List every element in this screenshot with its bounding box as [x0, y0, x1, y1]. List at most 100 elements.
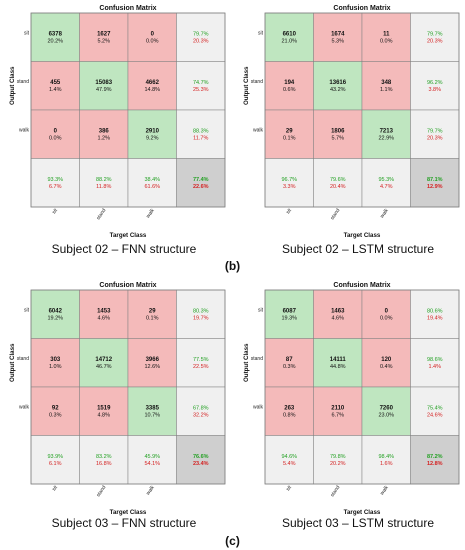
summary-error: 25.3%	[193, 87, 209, 93]
matrix-cell	[30, 12, 80, 62]
matrix-cell	[361, 386, 411, 436]
cell-percent: 9.2%	[146, 135, 159, 141]
matrix-cell	[79, 338, 129, 388]
cell-percent: 1.0%	[49, 364, 62, 370]
cell-count: 1806	[331, 128, 345, 134]
summary-error: 20.3%	[193, 38, 209, 44]
matrix-border	[264, 12, 460, 208]
summary-accuracy: 76.6%	[193, 454, 209, 460]
y-tick-label: stand	[251, 356, 263, 362]
summary-error: 20.2%	[330, 461, 346, 467]
cell-count: 303	[50, 357, 61, 363]
summary-cell	[264, 435, 314, 485]
x-tick-label: walk	[379, 484, 390, 496]
cell-count: 11	[383, 31, 390, 37]
cell-percent: 0.0%	[49, 135, 62, 141]
cell-percent: 0.1%	[283, 135, 296, 141]
x-tick-label: walk	[145, 484, 156, 496]
matrix-cell	[127, 386, 177, 436]
summary-cell	[410, 12, 460, 62]
summary-error: 6.7%	[49, 184, 62, 190]
cell-count: 1453	[97, 308, 111, 314]
x-tick-label: stand	[329, 485, 341, 499]
summary-cell	[361, 435, 411, 485]
cell-count: 2110	[331, 405, 345, 411]
summary-accuracy: 94.6%	[281, 454, 297, 460]
matrix-cell	[79, 289, 129, 339]
cell-count: 4662	[146, 80, 160, 86]
x-axis-label: Target Class	[110, 509, 147, 516]
cell-count: 29	[149, 308, 156, 314]
matrix-cell	[79, 386, 129, 436]
cell-count: 7260	[380, 405, 394, 411]
summary-cell	[410, 61, 460, 111]
x-tick-label: stand	[95, 208, 107, 222]
y-axis-label: Output Class	[9, 66, 16, 105]
matrix-cell	[30, 338, 80, 388]
x-tick-label: sit	[285, 207, 293, 215]
summary-accuracy: 80.6%	[427, 308, 443, 314]
x-axis-label: Target Class	[110, 232, 147, 239]
x-tick-label: sit	[285, 484, 293, 492]
summary-error: 5.4%	[283, 461, 296, 467]
x-tick-label: stand	[95, 485, 107, 499]
summary-cell	[313, 435, 363, 485]
summary-cell	[176, 386, 226, 436]
summary-error: 4.7%	[380, 184, 393, 190]
summary-accuracy: 80.3%	[193, 308, 209, 314]
matrix-cell	[313, 61, 363, 111]
summary-accuracy: 93.3%	[47, 177, 63, 183]
cell-percent: 0.6%	[283, 87, 296, 93]
panel-caption: Subject 02 – LSTM structure	[282, 242, 434, 256]
figure-label-c: (c)	[225, 534, 240, 548]
matrix-cell	[361, 338, 411, 388]
matrix-cell	[313, 12, 363, 62]
matrix-cell	[264, 61, 314, 111]
summary-cell	[410, 338, 460, 388]
summary-accuracy: 96.7%	[281, 177, 297, 183]
matrix-cell	[264, 289, 314, 339]
cell-percent: 4.6%	[331, 315, 344, 321]
y-tick-label: walk	[19, 127, 30, 133]
summary-error: 20.3%	[427, 38, 443, 44]
cell-percent: 47.9%	[96, 87, 112, 93]
cell-count: 1463	[331, 308, 345, 314]
matrix-cell	[127, 338, 177, 388]
summary-error: 3.8%	[428, 87, 441, 93]
summary-accuracy: 88.2%	[96, 177, 112, 183]
total-cell	[176, 158, 226, 208]
summary-cell	[127, 435, 177, 485]
matrix-cell	[127, 61, 177, 111]
summary-accuracy: 98.6%	[427, 357, 443, 363]
panel-title: Confusion Matrix	[333, 282, 390, 289]
cell-percent: 21.0%	[281, 38, 297, 44]
x-tick-label: walk	[145, 207, 156, 219]
summary-accuracy: 74.7%	[193, 80, 209, 86]
cell-count: 1519	[97, 405, 111, 411]
cell-percent: 0.3%	[49, 412, 62, 418]
matrix-cell	[79, 109, 129, 159]
cell-percent: 1.4%	[49, 87, 62, 93]
summary-cell	[176, 109, 226, 159]
cell-count: 0	[151, 31, 155, 37]
summary-error: 24.6%	[427, 412, 443, 418]
matrix-border	[30, 289, 226, 485]
cell-percent: 44.8%	[330, 364, 346, 370]
cell-percent: 46.7%	[96, 364, 112, 370]
matrix-cell	[264, 12, 314, 62]
summary-error: 22.6%	[193, 184, 209, 190]
y-tick-label: walk	[253, 404, 264, 410]
summary-cell	[79, 158, 129, 208]
matrix-cell	[30, 61, 80, 111]
x-tick-label: walk	[379, 207, 390, 219]
cell-count: 0	[385, 308, 389, 314]
summary-accuracy: 88.3%	[193, 128, 209, 134]
matrix-cell	[30, 386, 80, 436]
cell-percent: 12.6%	[144, 364, 160, 370]
matrix-cell	[313, 338, 363, 388]
summary-accuracy: 38.4%	[144, 177, 160, 183]
summary-cell	[176, 12, 226, 62]
summary-cell	[410, 109, 460, 159]
